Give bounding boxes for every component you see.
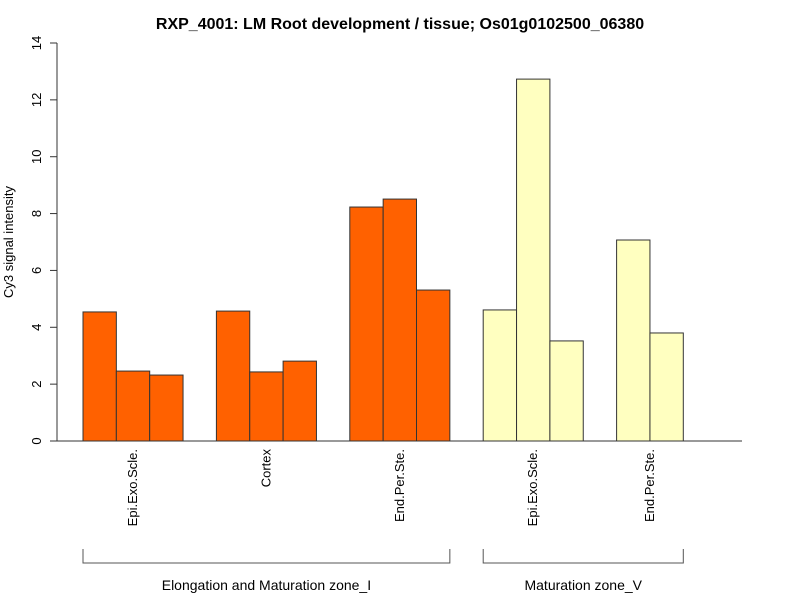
- bar: [649, 332, 684, 442]
- bar: [349, 206, 384, 442]
- y-tick-label: 14: [29, 36, 44, 50]
- y-tick-label: 0: [29, 437, 44, 444]
- bars-layer: [82, 78, 684, 442]
- group-bracket: [82, 549, 451, 564]
- group-label: Elongation and Maturation zone_I: [162, 577, 371, 593]
- y-tick-label: 10: [29, 149, 44, 163]
- y-tick-label: 8: [29, 210, 44, 217]
- x-tick-label: Cortex: [258, 449, 273, 488]
- x-tick-label: Epi.Exo.Scle.: [125, 449, 140, 526]
- bar: [282, 360, 317, 442]
- group-label: Maturation zone_V: [524, 577, 642, 593]
- y-tick-label: 4: [29, 324, 44, 331]
- bar: [549, 340, 584, 442]
- y-axis: 0 2 4 6 8 10 12 14: [29, 36, 58, 445]
- x-tick-label: End.Per.Ste.: [642, 449, 657, 522]
- bar: [382, 198, 417, 442]
- chart-title: RXP_4001: LM Root development / tissue; …: [156, 16, 644, 33]
- y-tick-label: 6: [29, 267, 44, 274]
- group-brackets: Elongation and Maturation zone_I Maturati…: [82, 549, 684, 593]
- x-tick-label: Epi.Exo.Scle.: [525, 449, 540, 526]
- bar: [215, 310, 251, 442]
- y-axis-label: Cy3 signal intensity: [1, 186, 16, 298]
- bar: [482, 309, 518, 442]
- bar: [616, 239, 651, 442]
- bar: [516, 78, 551, 442]
- bar: [149, 374, 184, 442]
- bar: [115, 370, 151, 442]
- x-tick-label: End.Per.Ste.: [392, 449, 407, 522]
- group-bracket: [482, 549, 684, 564]
- x-axis-labels: Epi.Exo.Scle. Cortex End.Per.Ste. Epi.Exo.S…: [125, 449, 657, 527]
- y-tick-label: 2: [29, 381, 44, 388]
- bar: [416, 289, 451, 442]
- bar: [82, 311, 117, 442]
- y-tick-label: 12: [29, 93, 44, 107]
- bar: [249, 371, 284, 442]
